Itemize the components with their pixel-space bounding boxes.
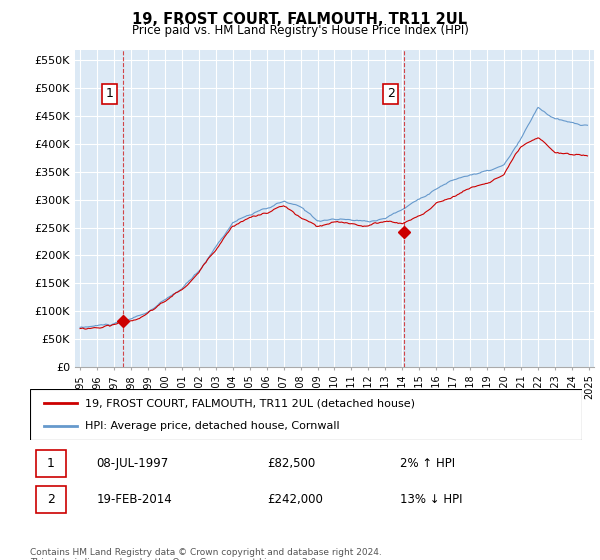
Text: 19, FROST COURT, FALMOUTH, TR11 2UL (detached house): 19, FROST COURT, FALMOUTH, TR11 2UL (det… <box>85 398 415 408</box>
Text: 1: 1 <box>106 87 113 100</box>
Bar <box>35 486 66 513</box>
Text: 2: 2 <box>387 87 395 100</box>
Text: 08-JUL-1997: 08-JUL-1997 <box>96 457 169 470</box>
Text: Price paid vs. HM Land Registry's House Price Index (HPI): Price paid vs. HM Land Registry's House … <box>131 24 469 36</box>
Text: 1: 1 <box>47 457 55 470</box>
Text: 13% ↓ HPI: 13% ↓ HPI <box>400 493 463 506</box>
Text: 19-FEB-2014: 19-FEB-2014 <box>96 493 172 506</box>
Text: Contains HM Land Registry data © Crown copyright and database right 2024.
This d: Contains HM Land Registry data © Crown c… <box>30 548 382 560</box>
Text: 2% ↑ HPI: 2% ↑ HPI <box>400 457 455 470</box>
Text: 19, FROST COURT, FALMOUTH, TR11 2UL: 19, FROST COURT, FALMOUTH, TR11 2UL <box>133 12 467 27</box>
Text: 2: 2 <box>47 493 55 506</box>
Bar <box>35 450 66 477</box>
Text: HPI: Average price, detached house, Cornwall: HPI: Average price, detached house, Corn… <box>85 422 340 432</box>
Text: £242,000: £242,000 <box>268 493 323 506</box>
Text: £82,500: £82,500 <box>268 457 316 470</box>
